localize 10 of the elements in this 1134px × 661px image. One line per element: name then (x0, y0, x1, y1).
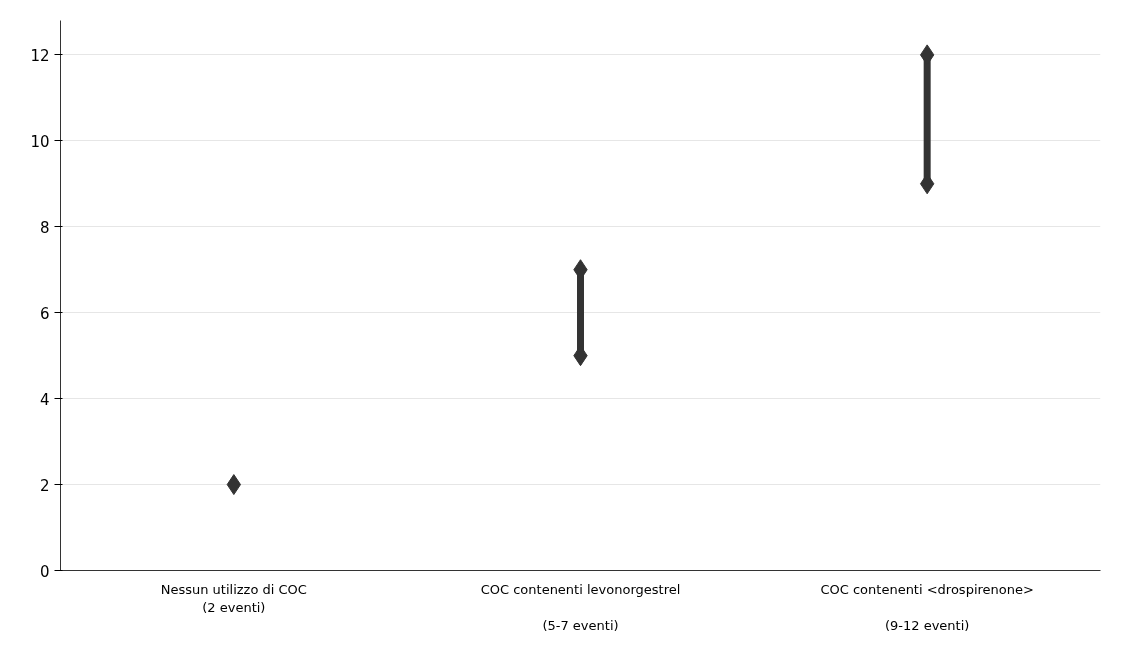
y-tick-label: 6 (39, 304, 50, 323)
y-tick-label: 10 (30, 132, 50, 151)
y-tick-label: 0 (39, 562, 50, 581)
y-tick-label: 12 (30, 46, 50, 65)
category-label: COC contenenti levonorgestrel (5-7 eventi) (480, 581, 681, 633)
y-tick-label: 2 (39, 476, 50, 495)
category-label: COC contenenti <drospirenone> (9-12 eventi) (820, 581, 1034, 633)
x-tick-label: Nessun utilizzo di COC (2 eventi) (160, 581, 307, 615)
y-tick-label: 8 (39, 218, 50, 237)
y-tick-label: 4 (39, 390, 50, 409)
